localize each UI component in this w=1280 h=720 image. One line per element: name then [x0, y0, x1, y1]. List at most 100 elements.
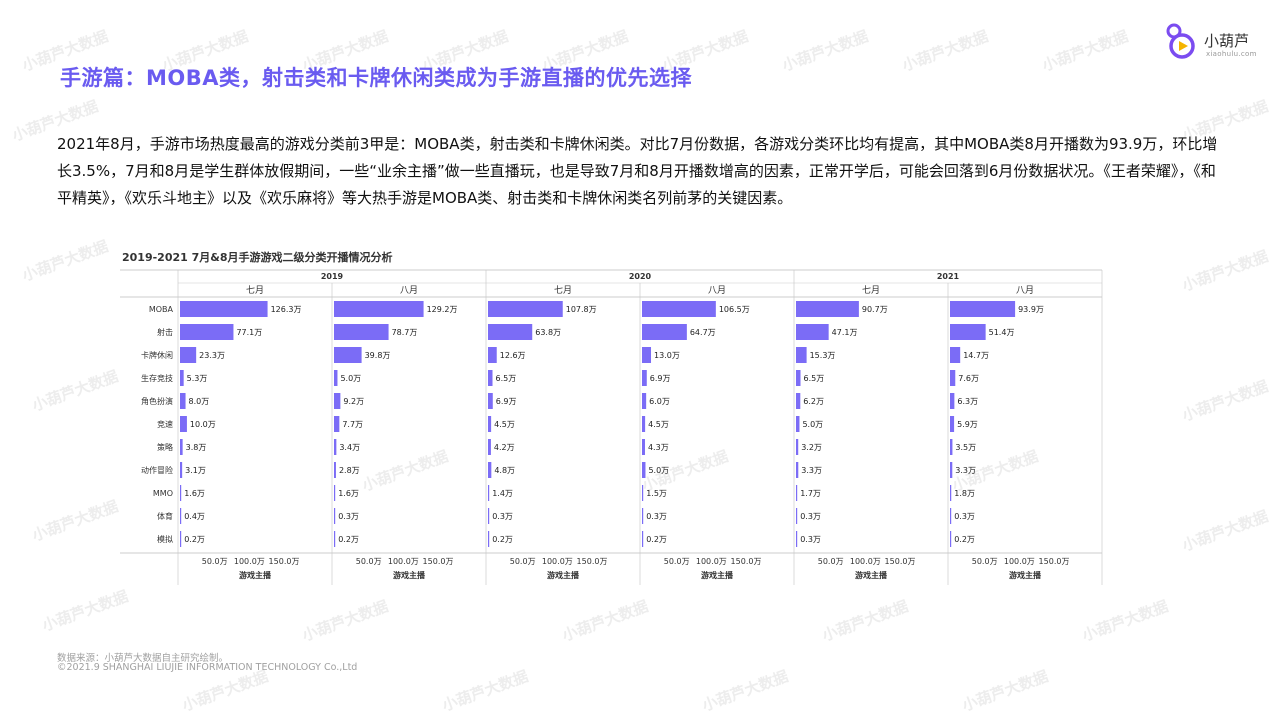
month-label: 八月 [1016, 285, 1034, 296]
data-label: 1.4万 [492, 489, 513, 498]
bar [950, 531, 952, 547]
bar [796, 462, 799, 478]
bar [796, 324, 829, 340]
data-label: 129.2万 [427, 305, 458, 314]
watermark-text: 小葫芦大数据 [899, 27, 991, 75]
bar [950, 439, 953, 455]
x-tick-label: 100.0万 [234, 557, 265, 566]
data-label: 1.7万 [800, 489, 821, 498]
x-tick-label: 50.0万 [664, 557, 690, 566]
month-label: 七月 [554, 285, 572, 296]
data-label: 1.6万 [338, 489, 359, 498]
x-tick-label: 50.0万 [202, 557, 228, 566]
bar [180, 370, 184, 386]
bar [488, 508, 490, 524]
category-label: 角色扮演 [141, 396, 173, 406]
data-label: 0.2万 [954, 535, 975, 544]
year-label: 2020 [629, 272, 652, 281]
watermark-text: 小葫芦大数据 [1179, 377, 1271, 425]
x-tick-label: 100.0万 [542, 557, 573, 566]
data-label: 5.9万 [957, 420, 978, 429]
data-label: 51.4万 [989, 328, 1015, 337]
x-tick-label: 100.0万 [850, 557, 881, 566]
data-label: 6.5万 [804, 374, 825, 383]
bar [334, 508, 336, 524]
data-label: 93.9万 [1018, 305, 1044, 314]
watermark-text: 小葫芦大数据 [19, 237, 111, 285]
bar [488, 347, 497, 363]
data-label: 5.0万 [648, 466, 669, 475]
x-tick-label: 50.0万 [356, 557, 382, 566]
data-label: 1.8万 [954, 489, 975, 498]
bar [488, 439, 491, 455]
year-label: 2021 [937, 272, 960, 281]
chart-title: 2019-2021 7月&8月手游游戏二级分类开播情况分析 [122, 251, 393, 264]
data-label: 6.0万 [649, 397, 670, 406]
watermark-text: 小葫芦大数据 [559, 597, 651, 645]
bar [180, 324, 234, 340]
x-tick-label: 150.0万 [269, 557, 300, 566]
x-axis-label: 游戏主播 [701, 570, 734, 580]
data-label: 3.8万 [186, 443, 207, 452]
x-tick-label: 50.0万 [510, 557, 536, 566]
watermark-text: 小葫芦大数据 [439, 667, 531, 715]
data-label: 0.4万 [184, 512, 205, 521]
bar [180, 439, 183, 455]
data-label: 3.1万 [185, 466, 206, 475]
bar [642, 301, 716, 317]
data-label: 5.0万 [340, 374, 361, 383]
gourd-logo-icon [1166, 23, 1195, 59]
x-axis-label: 游戏主播 [393, 570, 426, 580]
data-label: 6.2万 [803, 397, 824, 406]
x-tick-label: 100.0万 [696, 557, 727, 566]
logo-name: 小葫芦 [1204, 32, 1250, 50]
data-label: 0.2万 [338, 535, 359, 544]
bar [642, 393, 647, 409]
category-label: MMO [153, 489, 173, 498]
data-label: 6.3万 [957, 397, 978, 406]
data-label: 13.0万 [654, 351, 680, 360]
data-label: 107.8万 [566, 305, 597, 314]
data-label: 0.3万 [338, 512, 359, 521]
watermark-text: 小葫芦大数据 [779, 27, 871, 75]
bar [334, 301, 424, 317]
data-label: 0.2万 [184, 535, 205, 544]
month-label: 八月 [400, 285, 418, 296]
category-label: 竞速 [157, 419, 173, 429]
x-tick-label: 100.0万 [388, 557, 419, 566]
bar [950, 301, 1016, 317]
x-axis-label: 游戏主播 [855, 570, 888, 580]
data-label: 4.2万 [494, 443, 515, 452]
watermark-text: 小葫芦大数据 [819, 597, 911, 645]
logo-url: xiaohulu.com [1206, 50, 1257, 58]
data-label: 3.3万 [801, 466, 822, 475]
bar [796, 531, 798, 547]
x-tick-label: 150.0万 [1039, 557, 1070, 566]
bar [950, 416, 955, 432]
bar [334, 439, 337, 455]
data-label: 6.9万 [650, 374, 671, 383]
bar [180, 347, 197, 363]
bar [488, 301, 563, 317]
bar [180, 393, 186, 409]
bar [334, 347, 362, 363]
watermark-text: 小葫芦大数据 [29, 497, 121, 545]
bar [488, 416, 492, 432]
watermark-text: 小葫芦大数据 [959, 667, 1051, 715]
watermark-text: 小葫芦大数据 [1039, 27, 1131, 75]
data-label: 39.8万 [365, 351, 391, 360]
data-label: 14.7万 [963, 351, 989, 360]
bar [642, 531, 644, 547]
data-label: 4.5万 [494, 420, 515, 429]
data-label: 4.5万 [648, 420, 669, 429]
data-label: 7.7万 [342, 420, 363, 429]
data-label: 0.2万 [492, 535, 513, 544]
data-label: 0.3万 [646, 512, 667, 521]
data-label: 77.1万 [236, 328, 262, 337]
bar [796, 370, 801, 386]
data-label: 90.7万 [862, 305, 888, 314]
bar-chart: 2019 2020 2021 七月 八月 七月 八月 七月 八月 MOBA 射击卡牌休闲生存竞技角色… [120, 269, 1103, 585]
bar [488, 462, 492, 478]
category-label: 生存竞技 [141, 373, 173, 383]
bar [180, 416, 187, 432]
